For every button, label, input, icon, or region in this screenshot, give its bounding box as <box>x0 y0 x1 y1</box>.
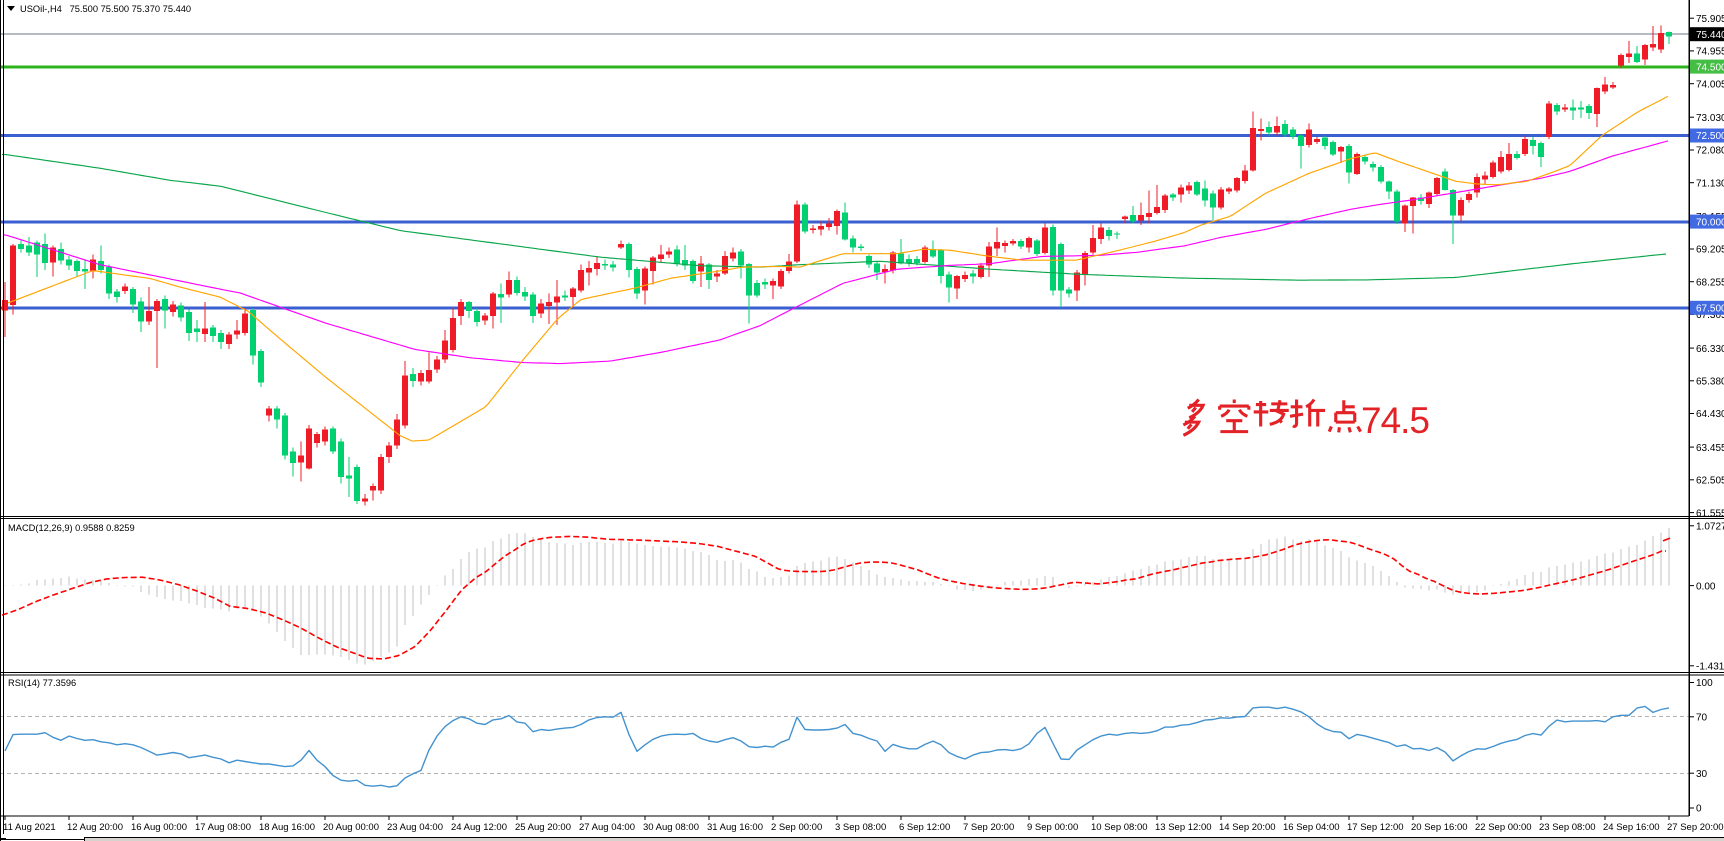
svg-text:74.005: 74.005 <box>1696 79 1724 90</box>
svg-text:25 Aug 20:00: 25 Aug 20:00 <box>515 822 571 833</box>
svg-text:70: 70 <box>1696 713 1708 724</box>
svg-text:1.0727: 1.0727 <box>1696 522 1724 533</box>
svg-text:USOil-,H4 75.500 75.500 75.3: USOil-,H4 75.500 75.500 75.370 75.440 <box>20 4 191 14</box>
svg-text:18 Aug 16:00: 18 Aug 16:00 <box>259 822 315 833</box>
svg-text:12 Aug 20:00: 12 Aug 20:00 <box>67 822 123 833</box>
svg-text:27 Sep 20:00: 27 Sep 20:00 <box>1667 822 1724 833</box>
svg-text:11 Aug 2021: 11 Aug 2021 <box>3 822 56 833</box>
svg-text:14 Sep 20:00: 14 Sep 20:00 <box>1219 822 1276 833</box>
svg-text:2 Sep 00:00: 2 Sep 00:00 <box>771 822 822 833</box>
svg-text:74.500: 74.500 <box>1696 62 1724 73</box>
svg-text:20 Aug 00:00: 20 Aug 00:00 <box>323 822 379 833</box>
svg-text:20 Sep 16:00: 20 Sep 16:00 <box>1411 822 1468 833</box>
svg-text:17 Aug 08:00: 17 Aug 08:00 <box>195 822 251 833</box>
svg-text:31 Aug 16:00: 31 Aug 16:00 <box>707 822 763 833</box>
svg-text:23 Aug 04:00: 23 Aug 04:00 <box>387 822 443 833</box>
svg-text:69.205: 69.205 <box>1696 245 1724 256</box>
svg-text:61.555: 61.555 <box>1696 508 1724 519</box>
svg-text:3 Sep 08:00: 3 Sep 08:00 <box>835 822 886 833</box>
svg-text:67.305: 67.305 <box>1696 310 1724 321</box>
svg-text:100: 100 <box>1696 678 1713 689</box>
svg-text:16 Sep 04:00: 16 Sep 04:00 <box>1283 822 1340 833</box>
svg-text:7 Sep 20:00: 7 Sep 20:00 <box>963 822 1014 833</box>
svg-text:72.080: 72.080 <box>1696 146 1724 157</box>
svg-text:62.505: 62.505 <box>1696 476 1724 487</box>
svg-text:22 Sep 00:00: 22 Sep 00:00 <box>1475 822 1532 833</box>
svg-text:75.440: 75.440 <box>1696 30 1724 41</box>
svg-text:24 Sep 16:00: 24 Sep 16:00 <box>1603 822 1660 833</box>
svg-text:-1.4316: -1.4316 <box>1696 662 1724 673</box>
svg-text:13 Sep 12:00: 13 Sep 12:00 <box>1155 822 1212 833</box>
svg-text:0.00: 0.00 <box>1696 581 1716 592</box>
svg-text:64.430: 64.430 <box>1696 409 1724 420</box>
svg-text:66.330: 66.330 <box>1696 344 1724 355</box>
svg-text:6 Sep 12:00: 6 Sep 12:00 <box>899 822 950 833</box>
svg-text:71.130: 71.130 <box>1696 178 1724 189</box>
svg-text:72.500: 72.500 <box>1696 131 1724 142</box>
svg-text:74.955: 74.955 <box>1696 47 1724 58</box>
svg-text:10 Sep 08:00: 10 Sep 08:00 <box>1091 822 1148 833</box>
svg-text:30 Aug 08:00: 30 Aug 08:00 <box>643 822 699 833</box>
svg-text:17 Sep 12:00: 17 Sep 12:00 <box>1347 822 1404 833</box>
svg-text:16 Aug 00:00: 16 Aug 00:00 <box>131 822 187 833</box>
svg-text:75.905: 75.905 <box>1696 14 1724 25</box>
svg-text:23 Sep 08:00: 23 Sep 08:00 <box>1539 822 1596 833</box>
svg-text:MACD(12,26,9) 0.9588 0.8259: MACD(12,26,9) 0.9588 0.8259 <box>8 523 135 533</box>
svg-text:0: 0 <box>1696 804 1702 815</box>
svg-text:65.380: 65.380 <box>1696 377 1724 388</box>
svg-text:RSI(14) 77.3596: RSI(14) 77.3596 <box>8 678 76 688</box>
svg-text:9 Sep 00:00: 9 Sep 00:00 <box>1027 822 1078 833</box>
svg-text:67.500: 67.500 <box>1696 303 1724 314</box>
svg-text:68.255: 68.255 <box>1696 277 1724 288</box>
svg-text:30: 30 <box>1696 769 1708 780</box>
svg-text:74.5: 74.5 <box>1361 400 1429 441</box>
svg-text:73.030: 73.030 <box>1696 113 1724 124</box>
svg-text:27 Aug 04:00: 27 Aug 04:00 <box>579 822 635 833</box>
svg-text:63.455: 63.455 <box>1696 443 1724 454</box>
svg-text:70.000: 70.000 <box>1696 217 1724 228</box>
svg-text:24 Aug 12:00: 24 Aug 12:00 <box>451 822 507 833</box>
